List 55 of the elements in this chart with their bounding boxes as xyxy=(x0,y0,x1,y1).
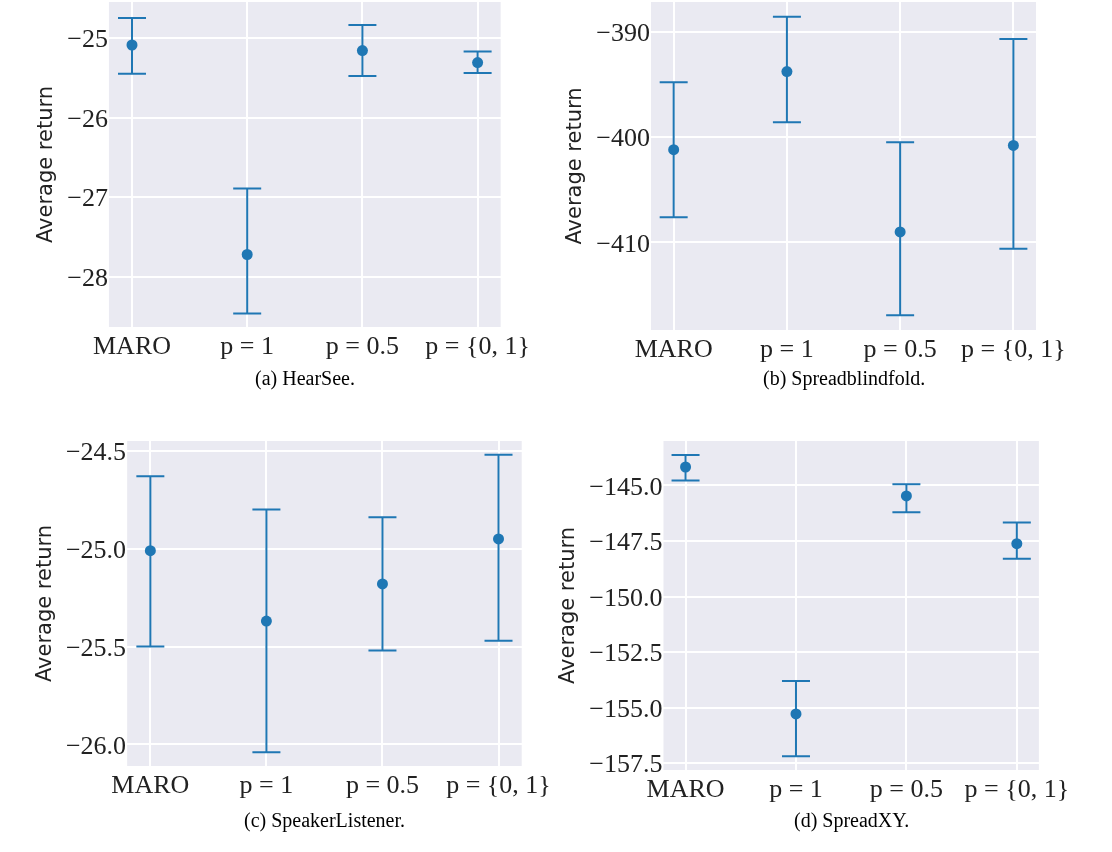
x-tick-label: p = 0.5 xyxy=(869,774,943,803)
x-tick-label: p = {0, 1} xyxy=(964,774,1070,803)
x-tick-label: MARO xyxy=(111,770,190,799)
text: (c) SpeakerListener. xyxy=(244,809,406,832)
x-tick-label: p = 0.5 xyxy=(863,334,937,363)
point xyxy=(781,66,793,78)
point xyxy=(126,39,138,51)
y-tick-label: −26.0 xyxy=(65,730,127,760)
text: (a) HearSee. xyxy=(255,367,355,390)
y-tick-label: −150.0 xyxy=(589,582,663,612)
x-tick-label: p = 0.5 xyxy=(325,331,399,360)
y-tick-label: −25.0 xyxy=(65,534,127,564)
y-tick-label: −24.5 xyxy=(65,436,127,466)
point xyxy=(1011,538,1023,550)
x-tick-label: p = {0, 1} xyxy=(446,770,551,799)
x-tick-label: p = 1 xyxy=(239,770,294,799)
x-tick-label: p = {0, 1} xyxy=(425,331,530,360)
point xyxy=(144,545,156,557)
point xyxy=(472,57,484,69)
point xyxy=(900,490,912,502)
point xyxy=(680,461,692,473)
y-tick-label: −25.5 xyxy=(65,632,127,662)
y-tick-label: −390 xyxy=(596,17,651,47)
point xyxy=(241,249,253,261)
y-tick-label: −28 xyxy=(67,262,108,292)
point xyxy=(894,226,906,238)
point xyxy=(356,45,368,57)
point xyxy=(493,533,505,545)
x-tick-label: p = 1 xyxy=(220,331,275,360)
x-tick-label: MARO xyxy=(92,331,171,360)
point xyxy=(790,708,802,720)
y-tick-label: −152.5 xyxy=(589,638,663,668)
y-tick-label: −147.5 xyxy=(589,527,663,557)
y-axis-title: Average return xyxy=(32,524,57,683)
y-tick-label: −145.0 xyxy=(589,471,663,501)
y-axis-title: Average return xyxy=(555,526,580,685)
x-tick-label: p = {0, 1} xyxy=(961,334,1066,363)
x-tick-label: p = 1 xyxy=(760,334,814,363)
y-tick-label: −26 xyxy=(67,103,108,133)
point xyxy=(668,144,680,156)
point xyxy=(376,578,388,590)
x-tick-label: MARO xyxy=(634,334,713,363)
y-axis-title: Average return xyxy=(562,87,587,245)
point xyxy=(1007,139,1019,151)
y-tick-label: −155.0 xyxy=(589,693,663,723)
x-tick-label: p = 1 xyxy=(769,774,823,803)
text: (d) SpreadXY. xyxy=(794,809,910,832)
point xyxy=(260,615,272,627)
x-tick-label: p = 0.5 xyxy=(345,770,420,799)
y-axis-title: Average return xyxy=(33,85,58,244)
y-tick-label: −410 xyxy=(596,228,651,258)
y-tick-label: −400 xyxy=(596,123,651,153)
text: (b) Spreadblindfold. xyxy=(763,367,926,390)
y-tick-label: −27 xyxy=(67,183,108,213)
y-tick-label: −25 xyxy=(67,23,108,53)
